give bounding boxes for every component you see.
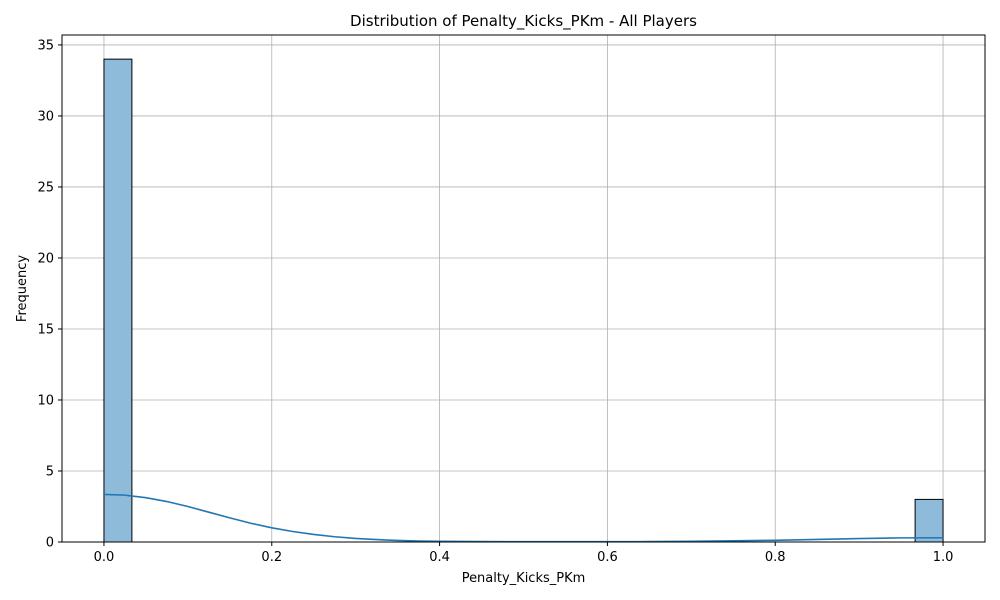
y-tick-label: 35 xyxy=(37,38,54,53)
grid-lines xyxy=(62,35,985,543)
y-tick-label: 20 xyxy=(37,251,54,266)
plot-frame xyxy=(61,34,986,543)
x-axis-label: Penalty_Kicks_PKm xyxy=(462,571,586,586)
axis-ticks: 0.0 0.2 0.4 0.6 0.8 1.0 0 5 10 15 20 25 30 35 xyxy=(37,38,953,565)
y-axis-label: Frequency xyxy=(15,255,30,322)
y-tick-label: 10 xyxy=(37,393,54,408)
y-tick-label: 0 xyxy=(46,536,54,551)
histogram-bar xyxy=(914,498,944,543)
kde-curve xyxy=(103,493,944,543)
y-tick-label: 15 xyxy=(37,322,54,337)
y-tick-label: 30 xyxy=(37,109,54,124)
histogram-bars xyxy=(103,58,944,543)
histogram-bar xyxy=(103,58,133,543)
x-tick-label: 0.8 xyxy=(765,550,786,565)
y-tick-label: 5 xyxy=(46,464,54,479)
y-tick-label: 25 xyxy=(37,180,54,195)
x-tick-label: 0.6 xyxy=(597,550,618,565)
chart-title: Distribution of Penalty_Kicks_PKm - All … xyxy=(350,12,697,31)
x-tick-label: 1.0 xyxy=(933,550,954,565)
x-tick-label: 0.4 xyxy=(429,550,450,565)
x-tick-label: 0.2 xyxy=(261,550,282,565)
x-tick-label: 0.0 xyxy=(94,550,115,565)
